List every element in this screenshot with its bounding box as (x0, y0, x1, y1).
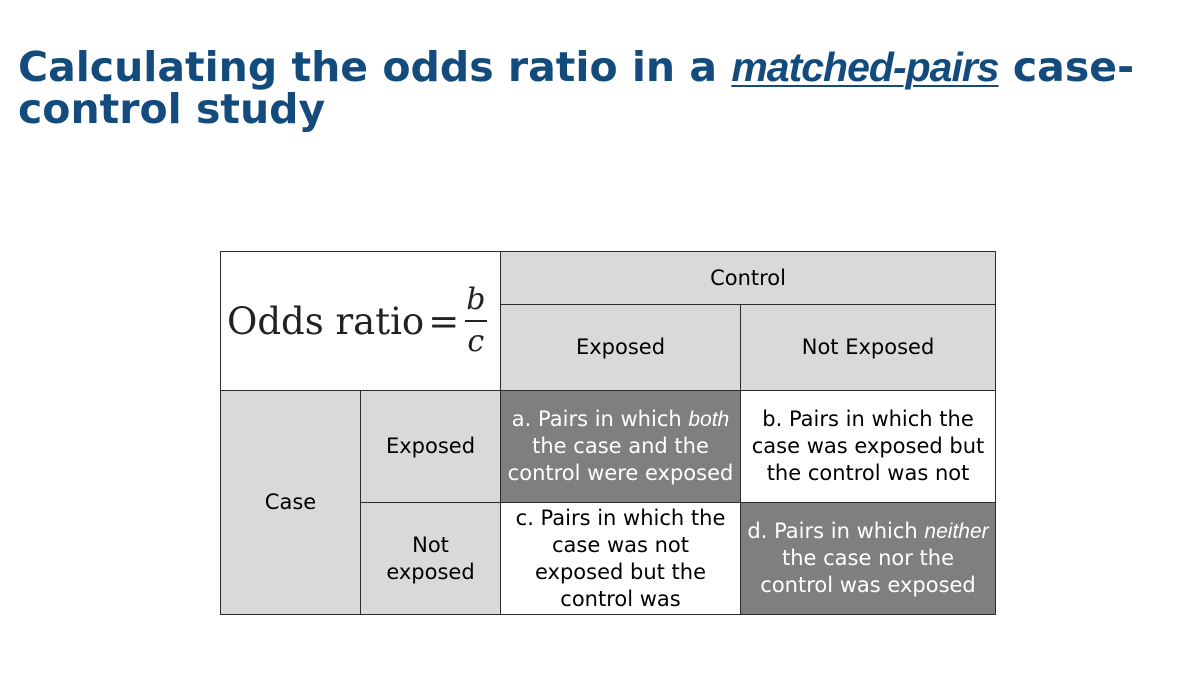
cell-a-italic: both (688, 408, 730, 431)
cell-c: c. Pairs in which the case was not expos… (500, 502, 742, 615)
cell-d: d. Pairs in which neither the case nor t… (740, 502, 997, 615)
odds-ratio-table: Odds ratio = b c Control Exposed Not Exp… (219, 251, 997, 615)
formula-equals: = (428, 299, 460, 343)
title-part-1: Calculating the odds ratio in a (18, 43, 732, 91)
formula-cell: Odds ratio = b c (219, 251, 502, 391)
cell-a-suffix: the case and the control were exposed (507, 434, 734, 485)
cell-d-suffix: the case nor the control was exposed (760, 546, 976, 597)
formula-label: Odds ratio (227, 299, 425, 343)
title-part-2: case-control study (18, 43, 1135, 133)
col-header-exposed: Exposed (500, 304, 742, 391)
slide-title: Calculating the odds ratio in a matched-… (18, 46, 1178, 130)
cell-a-prefix: a. Pairs in which (511, 407, 689, 431)
row-header-case: Case (220, 390, 361, 615)
title-emphasis: matched-pairs (731, 44, 999, 90)
fraction-bar (464, 320, 487, 322)
col-header-not-exposed: Not Exposed (740, 304, 997, 391)
control-header: Control (500, 251, 997, 305)
odds-ratio-formula: Odds ratio = b c (221, 282, 500, 360)
cell-b: b. Pairs in which the case was exposed b… (740, 390, 997, 503)
row-header-exposed: Exposed (359, 390, 502, 503)
cell-d-italic: neither (924, 520, 989, 543)
formula-fraction: b c (463, 282, 488, 360)
cell-a: a. Pairs in which both the case and the … (500, 390, 742, 503)
formula-denominator: c (467, 324, 485, 359)
row-header-not-exposed: Not exposed (359, 502, 502, 615)
cell-d-prefix: d. Pairs in which (747, 519, 925, 543)
formula-numerator: b (466, 282, 486, 317)
